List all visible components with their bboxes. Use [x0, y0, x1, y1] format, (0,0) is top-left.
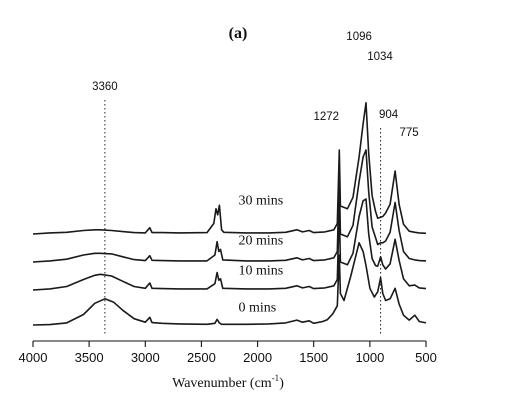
- x-tick-label-500: 500: [415, 350, 437, 365]
- peak-label-1096: 1096: [346, 31, 372, 43]
- x-tick-label-1500: 1500: [299, 350, 328, 365]
- series-label-1: 10 mins: [239, 263, 284, 278]
- x-tick-label-1000: 1000: [355, 350, 384, 365]
- x-tick-label-2000: 2000: [243, 350, 272, 365]
- x-axis-title-superscript: -1: [272, 373, 280, 383]
- peak-label-3360: 3360: [92, 81, 118, 93]
- spectrum-line-2: [32, 149, 427, 263]
- peak-label-904: 904: [379, 109, 399, 121]
- spectrum-line-1: [32, 198, 427, 291]
- peak-label-1272: 1272: [314, 111, 340, 123]
- x-axis-title: Wavenumber (cm-1): [172, 373, 284, 391]
- series-label-0: 0 mins: [239, 300, 277, 315]
- x-axis-title-suffix: ): [279, 376, 284, 391]
- x-tick-label-4000: 4000: [19, 350, 48, 365]
- spectra-group: [32, 102, 427, 326]
- panel-label: (a): [229, 25, 248, 42]
- series-label-2: 20 mins: [239, 233, 284, 248]
- x-axis-title-text: Wavenumber (cm: [172, 376, 272, 391]
- peak-guide-lines: [104, 100, 382, 336]
- series-labels: 0 mins 10 mins 20 mins 30 mins: [239, 193, 284, 315]
- spectrum-line-3: [32, 102, 427, 235]
- spectrum-line-0: [32, 242, 427, 326]
- peak-label-1034: 1034: [367, 51, 393, 63]
- series-label-3: 30 mins: [239, 193, 284, 208]
- x-tick-label-3500: 3500: [75, 350, 104, 365]
- x-tick-label-2500: 2500: [187, 350, 216, 365]
- x-tick-label-3000: 3000: [131, 350, 160, 365]
- x-axis-ticks: 4000 3500 3000 2500 2000 1500 1000 500: [19, 341, 437, 365]
- peak-label-775: 775: [400, 127, 419, 139]
